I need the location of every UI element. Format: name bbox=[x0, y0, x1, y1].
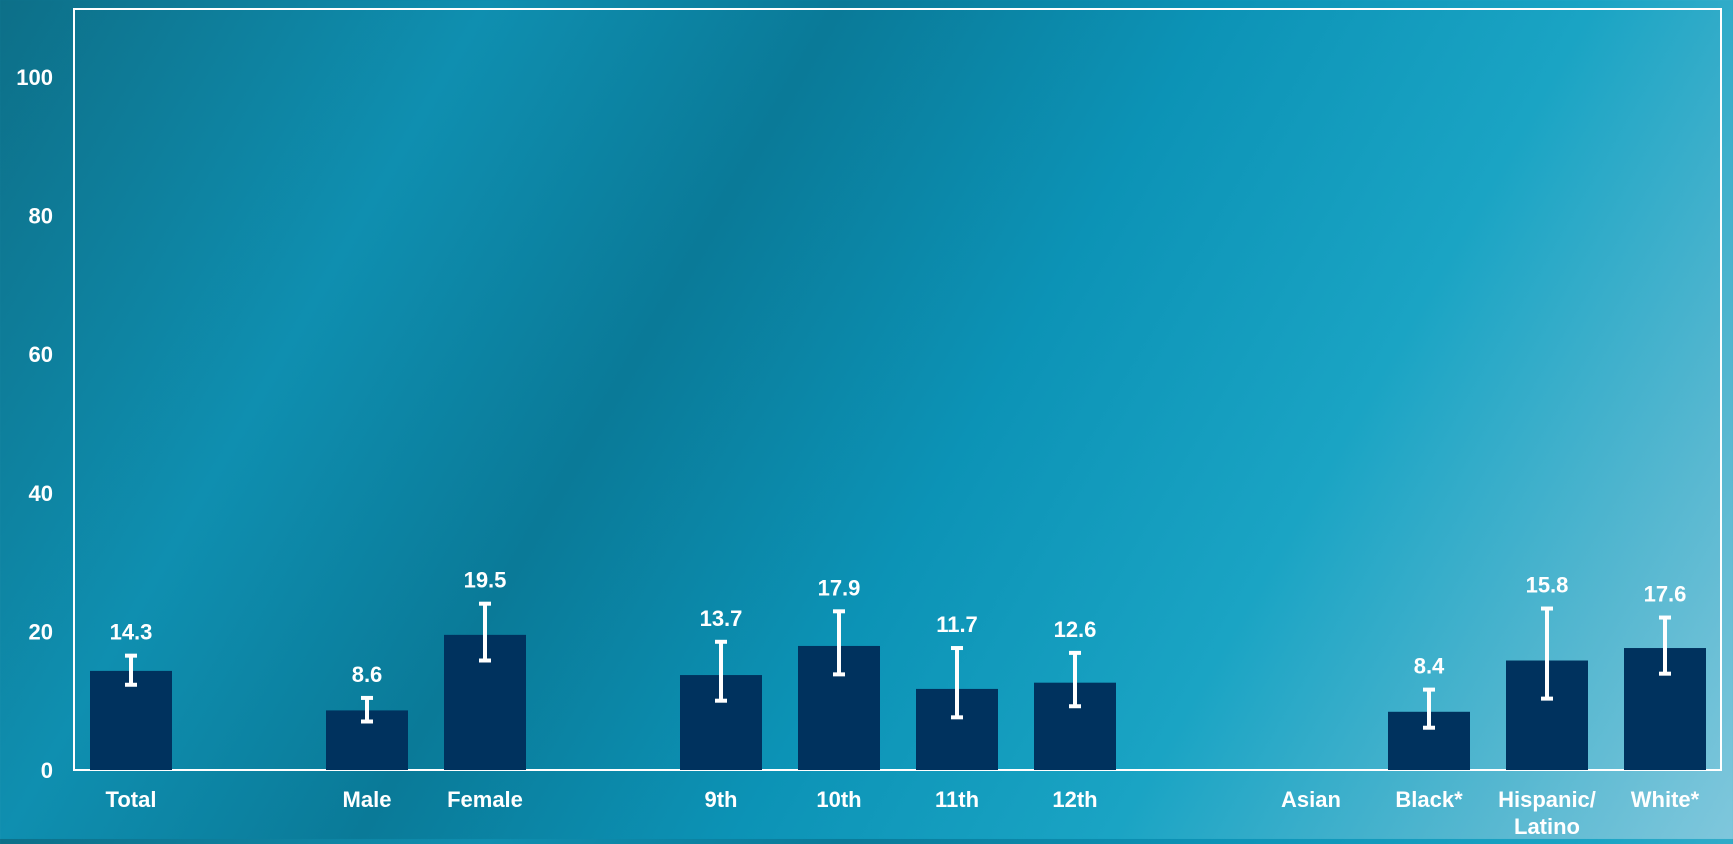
x-tick-label: Hispanic/ bbox=[1498, 787, 1596, 812]
x-tick-label: 9th bbox=[705, 787, 738, 812]
x-tick-label: Black* bbox=[1395, 787, 1463, 812]
x-tick-label: White* bbox=[1631, 787, 1700, 812]
y-tick-label: 0 bbox=[41, 758, 53, 783]
data-label: 12.6 bbox=[1054, 617, 1097, 642]
y-tick-label: 80 bbox=[29, 204, 53, 229]
y-tick-label: 100 bbox=[16, 65, 53, 90]
x-tick-label: Female bbox=[447, 787, 523, 812]
bars bbox=[90, 634, 1706, 770]
error-bar bbox=[479, 601, 491, 663]
data-label: 13.7 bbox=[700, 606, 743, 631]
error-bar bbox=[1069, 650, 1081, 709]
x-tick-label: Male bbox=[343, 787, 392, 812]
data-label: 15.8 bbox=[1526, 573, 1569, 598]
data-label: 17.6 bbox=[1644, 582, 1687, 607]
x-tick-label: Total bbox=[106, 787, 157, 812]
x-tick-label: 11th bbox=[935, 787, 979, 812]
error-bar bbox=[833, 609, 845, 677]
error-bars bbox=[125, 601, 1671, 730]
x-tick-label: Asian bbox=[1281, 787, 1341, 812]
y-tick-label: 60 bbox=[29, 342, 53, 367]
plot-area-frame bbox=[73, 8, 1722, 771]
error-bar bbox=[1423, 687, 1435, 730]
error-bar bbox=[715, 639, 727, 703]
error-bar bbox=[1659, 615, 1671, 676]
data-label: 8.6 bbox=[352, 662, 383, 687]
error-bar bbox=[125, 653, 137, 687]
data-label: 17.9 bbox=[818, 575, 861, 600]
error-bar bbox=[1541, 606, 1553, 701]
data-label: 14.3 bbox=[110, 620, 153, 645]
bar bbox=[90, 670, 172, 770]
data-label: 8.4 bbox=[1414, 654, 1445, 679]
data-label: 19.5 bbox=[464, 568, 507, 593]
value-labels: 14.3 8.6 19.5 13.7 17.9 11.7 12.6 8.4 15.8 17.6 bbox=[110, 568, 1687, 687]
error-bar bbox=[951, 646, 963, 720]
error-bar bbox=[361, 695, 373, 724]
x-tick-label: 10th bbox=[816, 787, 861, 812]
data-label: 11.7 bbox=[936, 612, 978, 637]
y-tick-label: 40 bbox=[29, 481, 53, 506]
x-axis-ticks: Total Male Female 9th 10th 11th 12th Asian Black… bbox=[106, 787, 1700, 839]
x-tick-label: 12th bbox=[1052, 787, 1097, 812]
y-axis-ticks: 0 20 40 60 80 100 bbox=[16, 65, 53, 783]
x-tick-label: Latino bbox=[1514, 814, 1580, 839]
y-tick-label: 20 bbox=[29, 619, 53, 644]
